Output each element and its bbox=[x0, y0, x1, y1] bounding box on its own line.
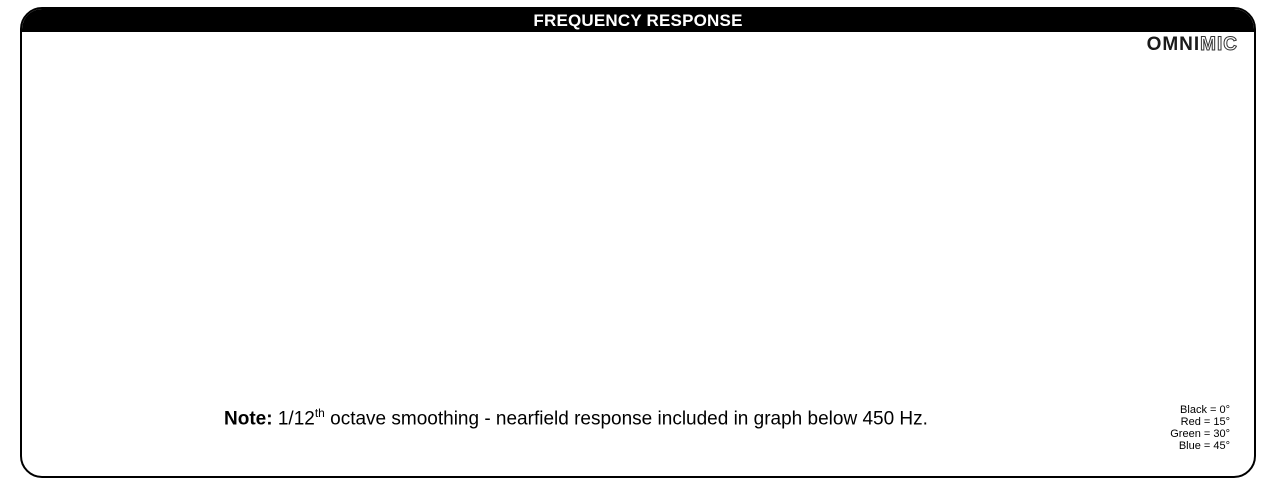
chart-title: FREQUENCY RESPONSE bbox=[22, 9, 1254, 32]
note-pre: 1/12 bbox=[277, 408, 315, 430]
note-sup: th bbox=[314, 406, 325, 420]
smoothing-note: Note: 1/12th octave smoothing - nearfiel… bbox=[224, 406, 928, 430]
legend-green: Green = 30° bbox=[1170, 428, 1230, 440]
note-post: octave smoothing - nearfield response in… bbox=[324, 408, 928, 430]
note-label: Note: bbox=[224, 408, 273, 430]
chart-frame: FREQUENCY RESPONSE OMNIMIC bbox=[20, 7, 1256, 478]
omnimic-logo: OMNIMIC bbox=[1147, 34, 1238, 56]
legend-black: Black = 0° bbox=[1180, 404, 1230, 416]
legend-blue: Blue = 45° bbox=[1178, 440, 1230, 452]
logo-omni: OMNI bbox=[1146, 34, 1201, 55]
legend-red: Red = 15° bbox=[1180, 416, 1230, 428]
logo-mic: MIC bbox=[1200, 34, 1238, 56]
angle-legend: Black = 0° Red = 15° Green = 30° Blue = … bbox=[1170, 404, 1230, 452]
